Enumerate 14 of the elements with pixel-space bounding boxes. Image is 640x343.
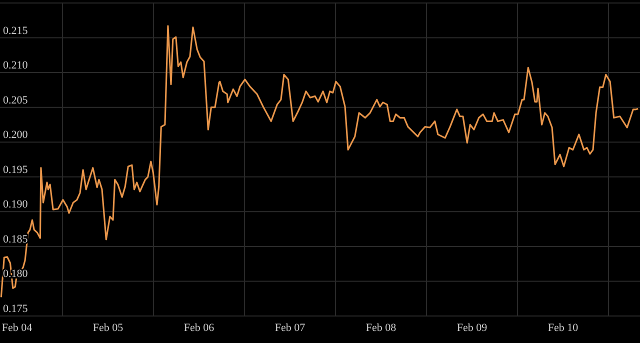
x-tick-label: Feb 09 [456,322,488,334]
x-tick-label: Feb 06 [184,322,215,334]
y-tick-label: 0.195 [3,164,28,176]
x-tick-label: Feb 04 [2,322,33,334]
x-tick-label: Feb 07 [274,322,306,334]
y-tick-label: 0.215 [3,24,28,37]
y-tick-label: 0.190 [3,198,28,211]
x-tick-label: Feb 10 [548,322,579,334]
y-tick-label: 0.200 [3,129,28,142]
y-tick-label: 0.175 [3,303,28,315]
y-tick-label: 0.210 [3,60,28,72]
x-tick-label: Feb 08 [366,322,397,334]
x-tick-label: Feb 05 [92,322,124,334]
y-tick-label: 0.205 [3,94,28,106]
